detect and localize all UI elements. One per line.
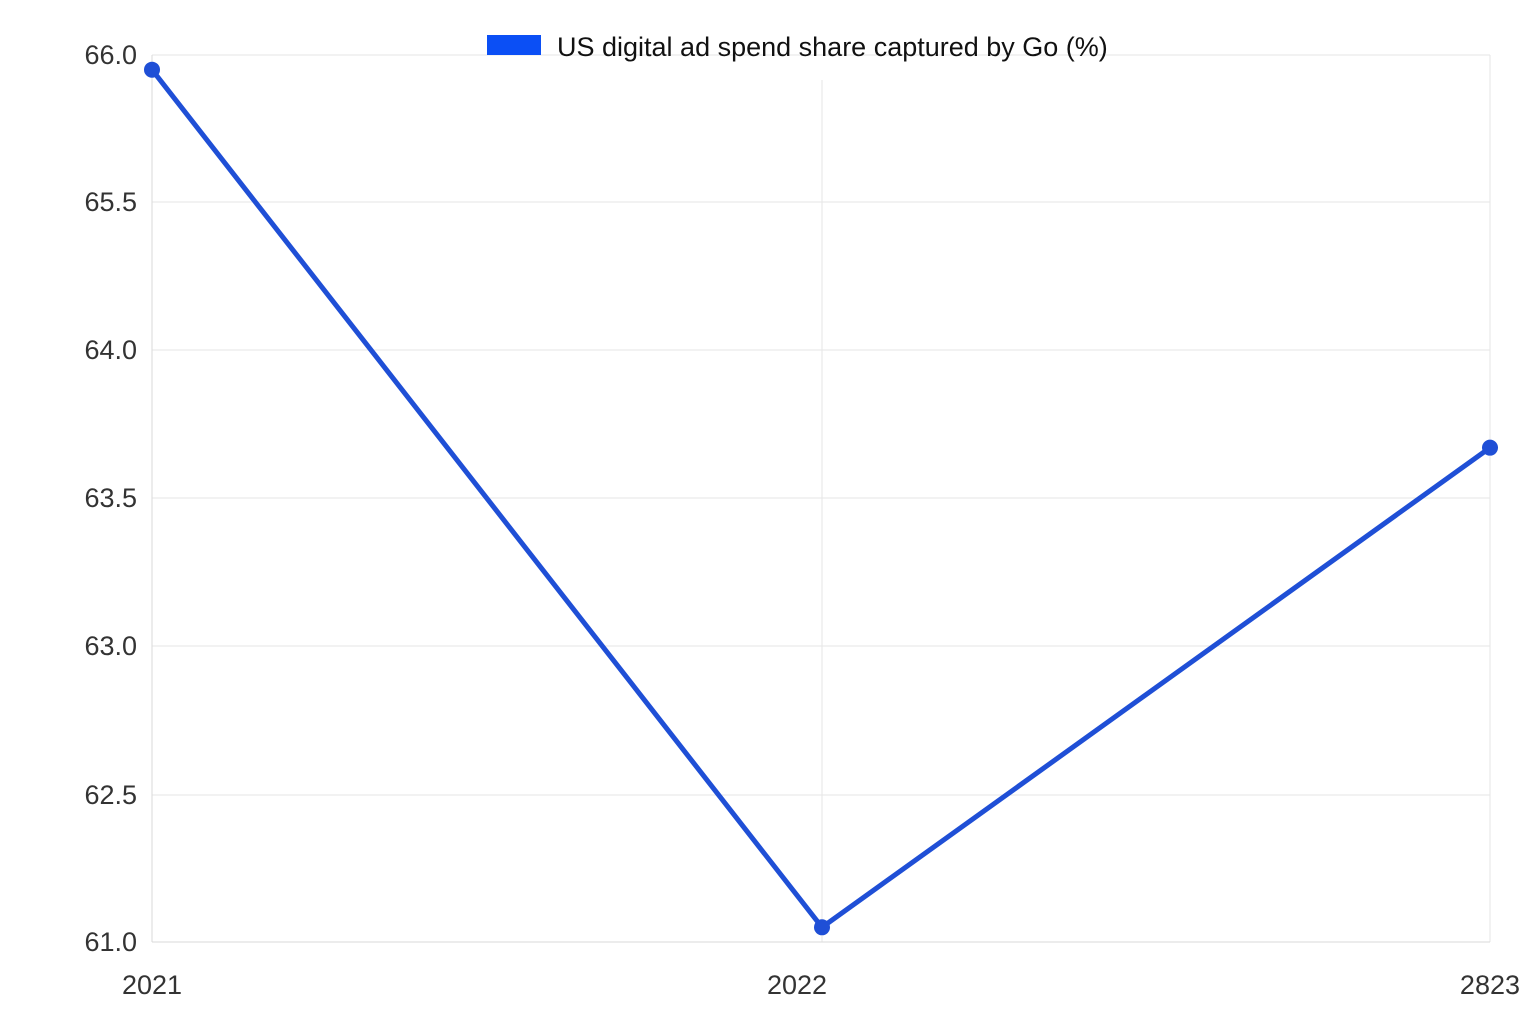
x-tick-label: 2823	[1460, 970, 1520, 1000]
data-point	[144, 61, 160, 78]
y-tick-label: 65.5	[84, 187, 137, 217]
y-tick-label: 63.0	[84, 631, 137, 661]
legend-swatch	[487, 35, 541, 55]
x-tick-label: 2021	[122, 970, 182, 1000]
y-tick-label: 62.5	[84, 780, 137, 810]
gridlines	[152, 54, 1491, 942]
y-tick-label: 61.0	[84, 927, 137, 957]
data-point	[1482, 439, 1498, 456]
y-tick-label: 66.0	[84, 40, 137, 70]
legend: US digital ad spend share captured by Go…	[487, 32, 1108, 62]
y-tick-label: 64.0	[84, 335, 137, 365]
legend-label: US digital ad spend share captured by Go…	[557, 32, 1108, 62]
series-layer	[144, 61, 1498, 936]
y-tick-label: 63.5	[84, 483, 137, 513]
x-tick-label: 2022	[767, 970, 827, 1000]
axes: 61.0 62.5 63.0 63.5 64.0 65.5 66.0 2021 2022 2823	[84, 40, 1520, 1000]
data-point	[814, 919, 830, 936]
